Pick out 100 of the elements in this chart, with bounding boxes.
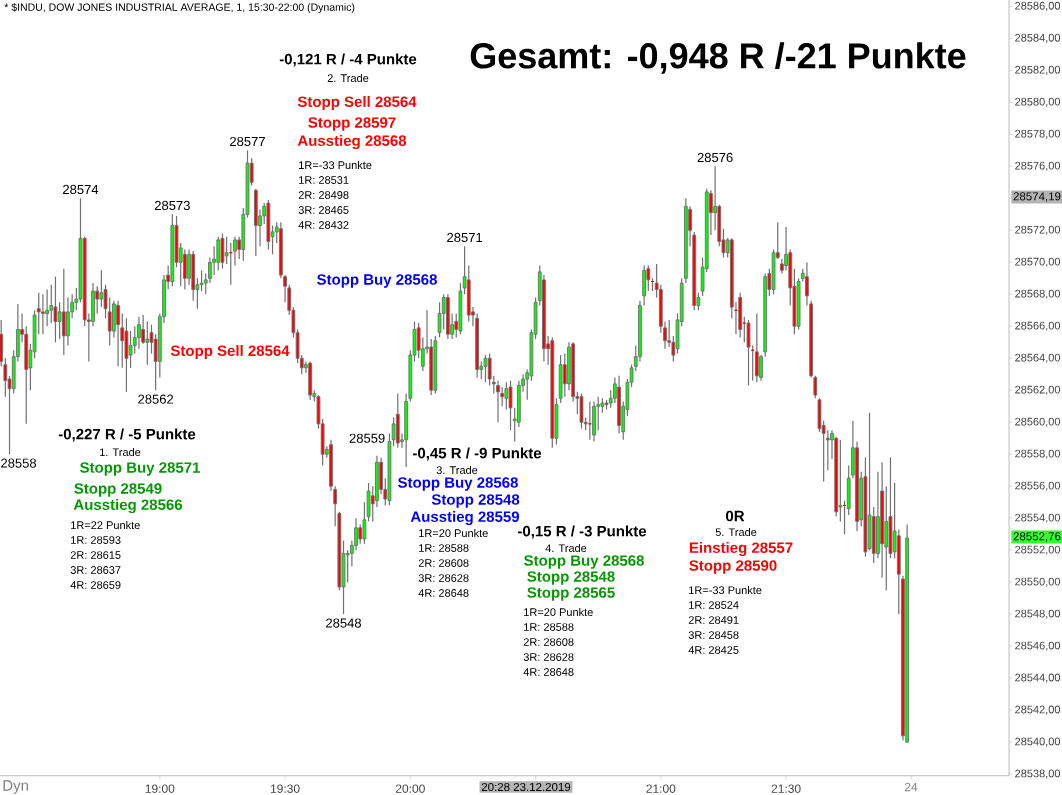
y-tick-label: 28586,00 — [1015, 1, 1061, 11]
text: 28574,19 — [1013, 192, 1061, 202]
annotation: Stopp 28565 — [527, 587, 615, 601]
candlestick — [128, 330, 133, 369]
annotation: Stopp 28549 — [74, 483, 162, 497]
candlestick — [233, 236, 237, 267]
annotation: 28548 — [326, 618, 362, 628]
candlestick — [483, 354, 488, 383]
candlestick — [141, 314, 145, 345]
text: Dyn — [3, 780, 28, 794]
text: 28552,76 — [1013, 532, 1061, 542]
annotation: 4R: 28432 — [298, 221, 349, 229]
annotation: Stopp 28548 — [527, 571, 615, 585]
candlestick — [746, 319, 751, 387]
annotation: 0R — [726, 510, 745, 522]
annotation: Stopp Buy 28568 — [317, 274, 437, 288]
annotation: 28576 — [697, 152, 733, 163]
y-tick-label: 28538,00 — [1015, 769, 1061, 779]
annotation: Einstieg 28557 — [689, 541, 793, 557]
annotation: 2R: 28608 — [418, 559, 469, 567]
annotation: 28574 — [63, 184, 99, 195]
candlestick — [137, 316, 141, 350]
annotation: Stopp 28590 — [689, 560, 777, 574]
x-tick-label: 21:00 — [646, 784, 676, 793]
annotation: 3R: 28458 — [688, 631, 739, 639]
y-tick-label: 28578,00 — [1015, 129, 1061, 139]
annotation: 1R=22 Punkte — [71, 520, 140, 530]
candlestick — [41, 293, 45, 335]
candlestick — [441, 293, 446, 331]
annotation: 28571 — [447, 232, 483, 243]
annotation: Stopp Buy 28568 — [398, 477, 518, 491]
y-tick-label: 28554,00 — [1015, 513, 1061, 523]
candlestick — [759, 354, 763, 382]
annotation: 1R=-33 Punkte — [689, 585, 762, 595]
candlestick — [57, 301, 62, 340]
x-tick-label: 21:30 — [771, 784, 801, 793]
annotation: 3R: 28628 — [523, 653, 574, 661]
annotation: 4R: 28659 — [70, 581, 121, 589]
annotation: Ausstieg 28568 — [297, 134, 407, 150]
annotation: 2R: 28491 — [688, 616, 739, 624]
annotation: 2R: 28608 — [523, 638, 574, 646]
annotation: 4R: 28425 — [688, 646, 739, 654]
annotation: Stopp 28597 — [308, 117, 396, 131]
candlestick — [53, 276, 58, 343]
y-tick-label: 28584,00 — [1015, 33, 1061, 43]
annotation: 4R: 28648 — [523, 668, 574, 676]
y-tick-label: 28566,00 — [1015, 321, 1061, 331]
y-tick-label: 28576,00 — [1015, 161, 1061, 171]
annotation: 1R: 28593 — [71, 536, 121, 544]
candlestick — [66, 296, 70, 347]
chart-title: * $INDU, DOW JONES INDUSTRIAL AVERAGE, 1, 15:30-22:00 (Dynamic) — [4, 3, 355, 13]
y-tick-label: 28546,00 — [1015, 641, 1061, 651]
annotation: 3R: 28637 — [70, 566, 121, 574]
candlestick — [220, 232, 225, 270]
annotation: Stopp 28548 — [431, 494, 520, 508]
candlestick — [187, 248, 191, 286]
annotation: Stopp Sell 28564 — [297, 96, 417, 110]
annotation: 1R: 28588 — [524, 623, 574, 631]
annotation: 2R: 28615 — [70, 551, 121, 559]
annotation: 4. Trade — [545, 543, 587, 553]
annotation: 28558 — [1, 458, 37, 468]
annotation: 28562 — [138, 394, 174, 404]
y-tick-label: 28540,00 — [1015, 737, 1061, 747]
annotation: -0,227 R / -5 Punkte — [58, 428, 196, 442]
annotation: -0,15 R / -3 Punkte — [518, 525, 647, 539]
y-tick-label: 28548,00 — [1015, 609, 1061, 619]
annotation: 2R: 28498 — [298, 191, 349, 199]
annotation: 1R=20 Punkte — [419, 528, 488, 538]
annotation: 28573 — [154, 200, 190, 211]
annotation: 1R: 28531 — [299, 176, 349, 184]
candlestick — [182, 248, 187, 291]
annotation: 1R: 28524 — [689, 601, 739, 609]
y-tick-label: 28544,00 — [1015, 673, 1061, 683]
candlestick — [754, 312, 759, 383]
y-tick-label: 28556,00 — [1015, 481, 1061, 491]
annotation: Gesamt: -0,948 R /-21 Punkte — [470, 42, 966, 74]
y-tick-label: 28568,00 — [1015, 289, 1061, 299]
candlestick — [116, 300, 120, 367]
y-tick-label: 28560,00 — [1015, 417, 1061, 427]
annotation: 3. Trade — [436, 465, 478, 475]
candlestick — [145, 320, 150, 366]
y-tick-label: 28572,00 — [1015, 225, 1061, 235]
text: 20:28 23.12.2019 — [481, 782, 571, 792]
y-tick-label: 28582,00 — [1015, 65, 1061, 75]
annotation: Stopp Sell 28564 — [170, 345, 290, 359]
annotation: 3R: 28628 — [418, 574, 469, 582]
y-tick-label: 28558,00 — [1015, 449, 1061, 459]
annotation: 28577 — [230, 136, 265, 147]
candlestick — [504, 381, 509, 411]
y-tick-label: 28564,00 — [1015, 353, 1061, 363]
y-tick-label: 28542,00 — [1015, 705, 1061, 715]
annotation: 1R=-33 Punkte — [299, 160, 372, 170]
annotation: Stopp Buy 28568 — [524, 555, 644, 569]
y-tick-label: 28580,00 — [1015, 97, 1061, 107]
candlestick — [199, 269, 204, 292]
annotation: 5. Trade — [715, 527, 757, 537]
candlestick — [838, 439, 843, 523]
x-tick-label: 19:30 — [270, 784, 300, 793]
annotation: -0,45 R / -9 Punkte — [412, 447, 542, 461]
annotation: 1R: 28588 — [419, 544, 469, 552]
